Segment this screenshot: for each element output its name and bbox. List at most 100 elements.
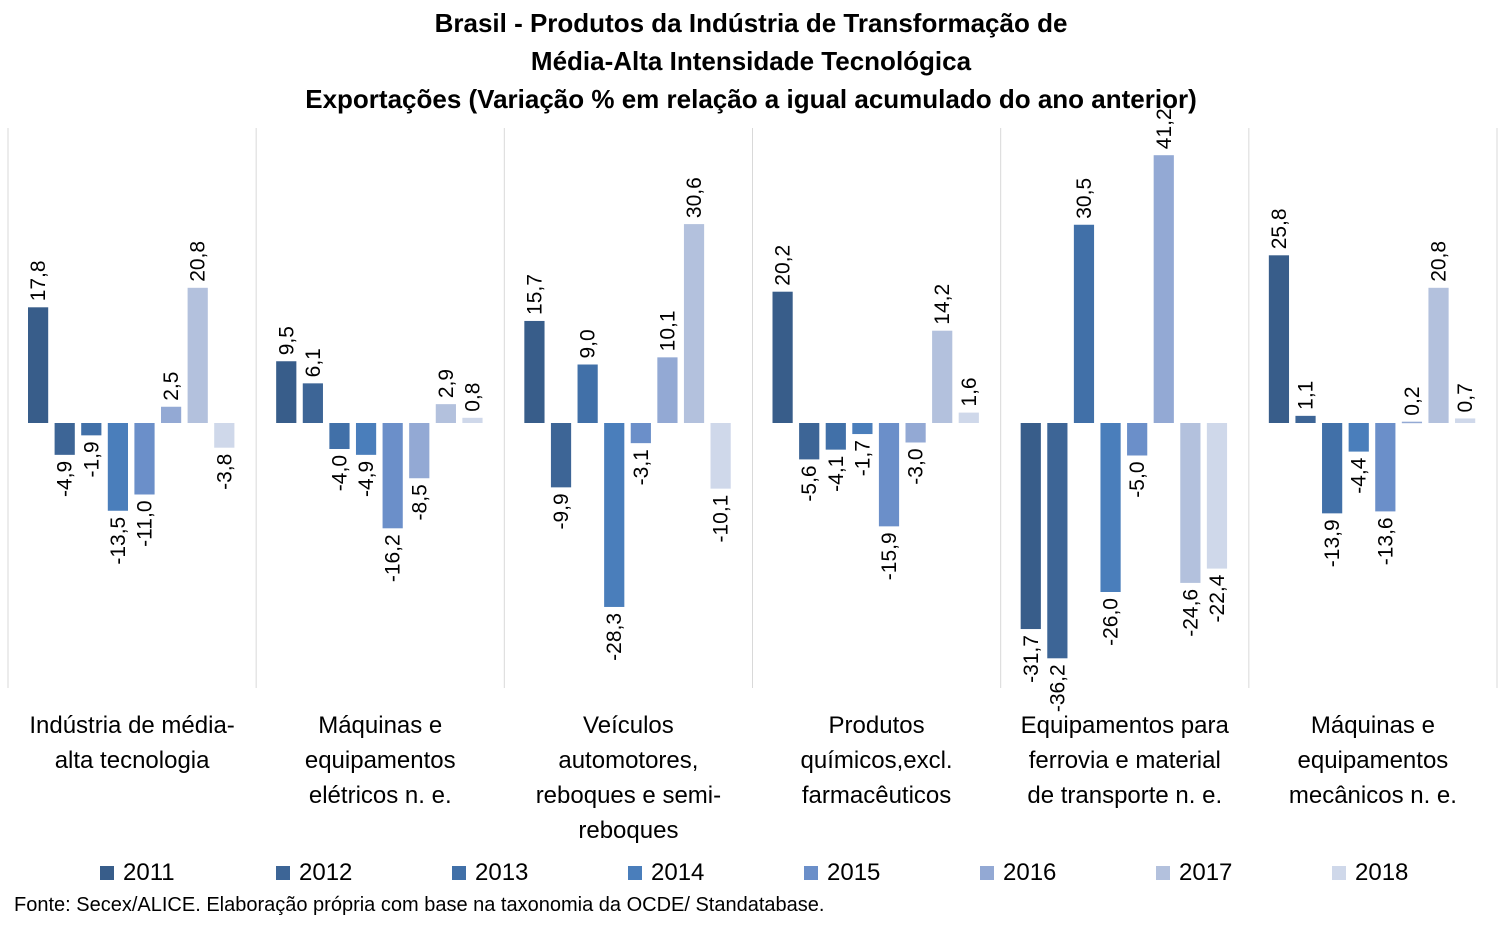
- data-label-2015-cat-1: -11,0: [134, 501, 157, 547]
- legend-label: 2015: [827, 859, 881, 886]
- legend-item-2018: 2018: [1332, 857, 1408, 889]
- data-label-2014-cat-1: -13,5: [107, 517, 130, 565]
- legend-item-2016: 2016: [980, 857, 1056, 889]
- bar-2011-cat-3: [524, 320, 545, 423]
- data-label-2016-cat-2: -8,5: [408, 484, 431, 520]
- data-label-2012-cat-6: 1,1: [1295, 381, 1318, 410]
- bar-2014-cat-5: [1100, 423, 1121, 592]
- bar-2015-cat-2: [382, 423, 403, 529]
- bar-2012-cat-3: [550, 423, 572, 488]
- legend-item-2013: 2013: [452, 857, 528, 889]
- category-label-line: Indústria de média-: [29, 712, 235, 739]
- category-label-line: alta tecnologia: [54, 747, 210, 774]
- data-label-2017-cat-1: 20,8: [187, 241, 210, 282]
- bar-2015-cat-4: [878, 423, 900, 527]
- data-label-2011-cat-6: 25,8: [1268, 208, 1291, 249]
- category-label-line: reboques: [578, 817, 679, 844]
- bar-2013-cat-6: [1322, 423, 1343, 514]
- data-label-2018-cat-6: 0,7: [1454, 383, 1477, 412]
- bar-2014-cat-4: [852, 423, 873, 435]
- category-label-line: de transporte n. e.: [1027, 782, 1223, 809]
- data-label-2014-cat-4: -1,7: [851, 440, 874, 476]
- data-label-2014-cat-3: -28,3: [603, 613, 626, 661]
- bar-2016-cat-2: [409, 423, 430, 479]
- bar-2012-cat-1: [54, 423, 75, 455]
- data-label-2012-cat-4: -5,6: [798, 465, 821, 501]
- bar-2018-cat-3: [710, 423, 731, 489]
- category-label-line: Equipamentos para: [1020, 712, 1229, 739]
- bar-2011-cat-6: [1268, 255, 1290, 423]
- bar-2018-cat-1: [214, 423, 235, 448]
- bar-2014-cat-1: [107, 423, 128, 511]
- data-label-2014-cat-2: -4,9: [355, 461, 378, 497]
- data-label-2013-cat-4: -4,1: [825, 456, 848, 492]
- bar-2018-cat-6: [1455, 418, 1476, 423]
- category-label-line: elétricos n. e.: [308, 782, 452, 809]
- legend-item-2011: 2011: [100, 857, 175, 889]
- data-label-2016-cat-4: -3,0: [905, 449, 928, 485]
- bar-2017-cat-5: [1180, 423, 1201, 583]
- legend-item-2015: 2015: [804, 857, 880, 889]
- legend-swatch: [980, 866, 994, 880]
- data-label-2015-cat-4: -15,9: [878, 532, 901, 580]
- data-label-2015-cat-2: -16,2: [382, 534, 405, 582]
- bar-2013-cat-2: [329, 423, 350, 449]
- legend-label: 2014: [651, 859, 705, 886]
- category-label-line: ferrovia e material: [1028, 747, 1221, 774]
- data-label-2011-cat-1: 17,8: [27, 260, 50, 301]
- category-label-3: Veículos automotores, reboques e semi-rebo…: [513, 708, 743, 848]
- legend-swatch: [100, 866, 114, 880]
- legend-swatch: [276, 866, 290, 880]
- data-label-2012-cat-5: -36,2: [1046, 664, 1069, 712]
- bar-2015-cat-5: [1127, 423, 1148, 456]
- data-label-2016-cat-5: 41,2: [1153, 108, 1176, 149]
- category-label-1: Indústria de média-alta tecnologia: [17, 708, 247, 778]
- bar-2012-cat-2: [302, 383, 323, 423]
- bar-2012-cat-4: [799, 423, 820, 460]
- data-label-2011-cat-4: 20,2: [772, 245, 795, 286]
- bar-2018-cat-5: [1206, 423, 1228, 569]
- category-label-line: Veículos: [583, 712, 674, 739]
- source-note: Fonte: Secex/ALICE. Elaboração própria c…: [14, 894, 825, 916]
- category-label-line: Máquinas e: [318, 712, 443, 739]
- category-label-line: Produtos: [828, 712, 925, 739]
- chart-title: Brasil - Produtos da Indústria de Transf…: [0, 4, 1502, 118]
- data-label-2016-cat-1: 2,5: [160, 372, 183, 401]
- legend: 2011 2012 2013 2014 2015 2016 2017 2018: [0, 857, 1502, 889]
- category-label-2: Máquinas e equipamentos elétricos n. e.: [265, 708, 495, 813]
- category-label-6: Máquinas e equipamentos mecânicos n. e.: [1258, 708, 1488, 813]
- data-label-2018-cat-5: -22,4: [1206, 574, 1229, 622]
- data-label-2015-cat-5: -5,0: [1126, 462, 1149, 498]
- bar-2017-cat-6: [1428, 287, 1449, 423]
- legend-label: 2013: [475, 859, 529, 886]
- chart-title-line-2: Média-Alta Intensidade Tecnológica: [530, 46, 972, 76]
- bar-2016-cat-4: [905, 423, 926, 443]
- bar-2015-cat-6: [1375, 423, 1396, 512]
- bar-2018-cat-2: [462, 417, 483, 423]
- data-label-2017-cat-5: -24,6: [1179, 589, 1202, 637]
- data-label-2013-cat-5: 30,5: [1073, 178, 1096, 219]
- category-label-line: equipamentos: [1297, 747, 1449, 774]
- data-label-2011-cat-2: 9,5: [275, 326, 298, 355]
- bar-2013-cat-4: [825, 423, 846, 450]
- category-label-5: Equipamentos para ferrovia e material de t…: [1010, 708, 1240, 813]
- data-label-2017-cat-3: 30,6: [683, 177, 706, 218]
- category-label-line: mecânicos n. e.: [1288, 782, 1457, 809]
- legend-label: 2012: [299, 859, 353, 886]
- legend-item-2014: 2014: [628, 857, 704, 889]
- bar-2015-cat-3: [630, 423, 651, 444]
- bar-2013-cat-1: [81, 423, 102, 436]
- category-label-line: equipamentos: [304, 747, 456, 774]
- legend-label: 2016: [1003, 859, 1057, 886]
- bar-2015-cat-1: [134, 423, 155, 495]
- legend-swatch: [628, 866, 642, 880]
- data-label-2014-cat-5: -26,0: [1100, 598, 1123, 646]
- data-label-2017-cat-6: 20,8: [1428, 241, 1451, 282]
- bar-2011-cat-1: [28, 307, 49, 423]
- legend-swatch: [1156, 866, 1170, 880]
- legend-swatch: [804, 866, 818, 880]
- data-label-2017-cat-4: 14,2: [931, 284, 954, 325]
- category-label-4: Produtos químicos,excl. farmacêuticos: [762, 708, 992, 813]
- bar-2016-cat-3: [657, 357, 678, 423]
